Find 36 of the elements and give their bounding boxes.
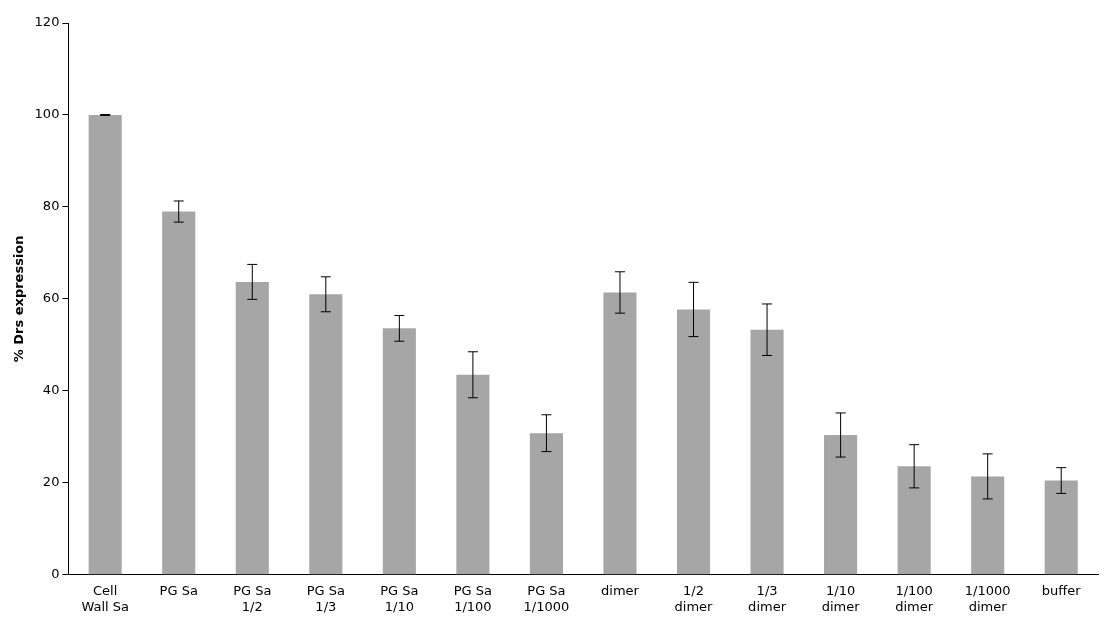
x-tick-label: 1/1000 dimer [964, 582, 1011, 614]
y-tick-label: 80 [42, 198, 60, 214]
bar [235, 281, 269, 575]
x-tick-label: 1/100 dimer [895, 582, 934, 614]
bar [971, 476, 1005, 575]
bar [897, 466, 931, 575]
x-tick-label: dimer [601, 582, 640, 598]
x-tick-label: PG Sa 1/100 [453, 582, 493, 614]
bar [382, 328, 416, 575]
y-tick-label: 100 [34, 106, 60, 122]
y-tick-label: 60 [42, 290, 60, 306]
x-tick-label: PG Sa [159, 582, 198, 598]
x-tick-label: 1/3 dimer [748, 582, 787, 614]
bar [750, 329, 784, 575]
bar [88, 114, 122, 575]
bar [676, 309, 711, 575]
y-tick-label: 40 [42, 382, 60, 398]
x-tick-label: Cell Wall Sa [81, 582, 129, 614]
y-tick-label: 120 [34, 14, 60, 30]
x-tick-label: PG Sa 1/2 [233, 582, 272, 614]
bar [309, 294, 343, 575]
x-tick-label: PG Sa 1/1000 [523, 582, 570, 614]
bar [162, 211, 196, 575]
x-tick-label: PG Sa 1/3 [306, 582, 345, 614]
x-tick-label: PG Sa 1/10 [380, 582, 419, 614]
y-tick-label: 0 [51, 566, 60, 582]
bar [824, 435, 858, 575]
bar [603, 292, 637, 575]
bar [1044, 480, 1078, 575]
y-axis-title: % Drs expression [11, 235, 27, 363]
bar [529, 433, 563, 575]
x-tick-label: buffer [1041, 582, 1082, 598]
bar [456, 374, 490, 575]
x-tick-label: 1/10 dimer [821, 582, 861, 614]
y-tick-label: 20 [42, 474, 60, 490]
x-tick-label: 1/2 dimer [674, 582, 714, 614]
